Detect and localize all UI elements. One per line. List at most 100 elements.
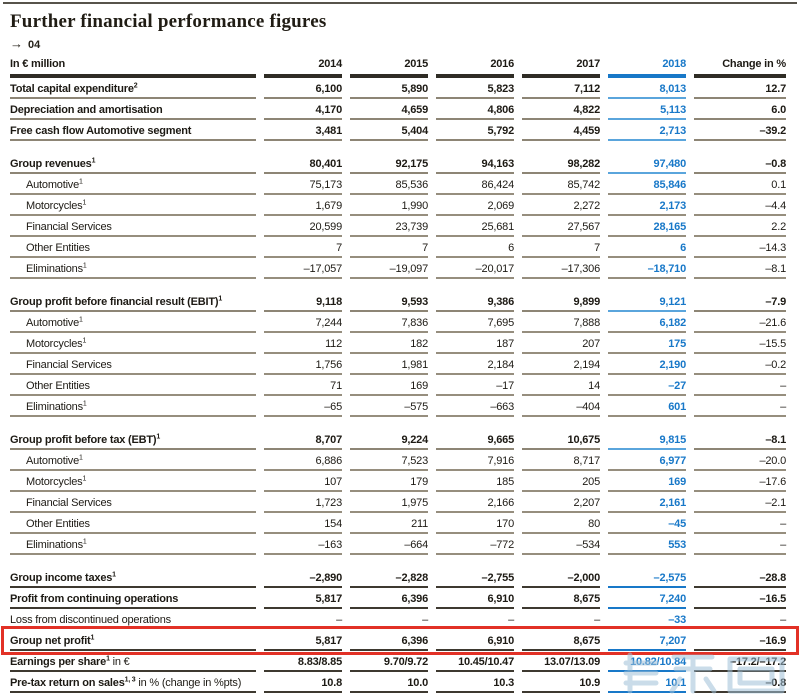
cell-2018: 5,113 bbox=[608, 99, 686, 120]
watermark-logo bbox=[623, 652, 785, 694]
table-row: Financial Services 1,756 1,981 2,184 2,194 2,… bbox=[10, 354, 786, 375]
cell-2018: 85,846 bbox=[608, 174, 686, 195]
cell-value: 4,659 bbox=[350, 99, 428, 120]
table-row: Group net profit1 5,817 6,396 6,910 8,675 7,2… bbox=[10, 630, 786, 651]
row-label: Group revenues1 bbox=[10, 141, 256, 174]
cell-value: –65 bbox=[264, 396, 342, 417]
cell-value: 9,593 bbox=[350, 279, 428, 312]
figure-number: 04 bbox=[28, 39, 41, 51]
cell-value: 7 bbox=[350, 237, 428, 258]
table-row: Automotive1 7,244 7,836 7,695 7,888 6,182 –21.… bbox=[10, 312, 786, 333]
cell-value: 80 bbox=[522, 513, 600, 534]
row-label: Loss from discontinued operations bbox=[10, 614, 171, 626]
top-rule bbox=[3, 2, 797, 4]
cell-value: – bbox=[336, 614, 342, 626]
row-label: Profit from continuing operations bbox=[10, 588, 256, 609]
row-label: Financial Services bbox=[10, 216, 256, 237]
cell-value: 10,675 bbox=[522, 417, 600, 450]
cell-value: 9,118 bbox=[264, 279, 342, 312]
row-label: Other Entities bbox=[10, 513, 256, 534]
cell-2018: 8,013 bbox=[608, 78, 686, 99]
cell-value: –663 bbox=[436, 396, 514, 417]
cell-value: –404 bbox=[522, 396, 600, 417]
cell-2018: 6,977 bbox=[608, 450, 686, 471]
table-row: Financial Services 20,599 23,739 25,681 27,5… bbox=[10, 216, 786, 237]
cell-value: 1,756 bbox=[264, 354, 342, 375]
table-row: Other Entities 71 169 –17 14 –27– bbox=[10, 375, 786, 396]
cell-value: 10.0 bbox=[350, 672, 428, 693]
cell-value: 71 bbox=[264, 375, 342, 396]
table-row: Eliminations1 –65 –575 –663 –404 601– bbox=[10, 396, 786, 417]
row-label: Eliminations1 bbox=[10, 534, 256, 555]
cell-value: 1,981 bbox=[350, 354, 428, 375]
cell-value: –20,017 bbox=[436, 258, 514, 279]
table-row: Group profit before financial result (EB… bbox=[10, 279, 786, 312]
cell-change: – bbox=[694, 375, 786, 396]
cell-value: 2,207 bbox=[522, 492, 600, 513]
cell-value: –17 bbox=[436, 375, 514, 396]
cell-value: –17,057 bbox=[264, 258, 342, 279]
cell-value: 7,695 bbox=[436, 312, 514, 333]
cell-2018: 6,182 bbox=[608, 312, 686, 333]
cell-change: –0.2 bbox=[694, 354, 786, 375]
cell-change: 12.7 bbox=[694, 78, 786, 99]
cell-value: 185 bbox=[436, 471, 514, 492]
cell-value: 6,886 bbox=[264, 450, 342, 471]
cell-2018: 2,161 bbox=[608, 492, 686, 513]
cell-value: 170 bbox=[436, 513, 514, 534]
cell-value: 5,817 bbox=[264, 588, 342, 609]
cell-change: 2.2 bbox=[694, 216, 786, 237]
cell-value: 6,910 bbox=[436, 588, 514, 609]
cell-value: 4,459 bbox=[522, 120, 600, 141]
cell-change: –4.4 bbox=[694, 195, 786, 216]
cell-change: –7.9 bbox=[694, 279, 786, 312]
cell-value: –575 bbox=[350, 396, 428, 417]
cell-2018: –2,575 bbox=[608, 555, 686, 588]
table-row: Other Entities 7 7 6 7 6 –14.3 bbox=[10, 237, 786, 258]
cell-value: 4,822 bbox=[522, 99, 600, 120]
cell-2018: 7,207 bbox=[608, 630, 686, 651]
table-row: Automotive1 75,173 85,536 86,424 85,742 85,84… bbox=[10, 174, 786, 195]
cell-value: 187 bbox=[436, 333, 514, 354]
cell-2018: 2,173 bbox=[608, 195, 686, 216]
cell-2018: 7,240 bbox=[608, 588, 686, 609]
row-label: Depreciation and amortisation bbox=[10, 99, 256, 120]
cell-value: 80,401 bbox=[264, 141, 342, 174]
cell-value: 27,567 bbox=[522, 216, 600, 237]
cell-value: 107 bbox=[264, 471, 342, 492]
cell-change: 0.1 bbox=[694, 174, 786, 195]
cell-value: 2,272 bbox=[522, 195, 600, 216]
cell-value: 211 bbox=[350, 513, 428, 534]
cell-value: 10.8 bbox=[264, 672, 342, 693]
row-label: Earnings per share1 in € bbox=[10, 651, 256, 672]
cell-value: 8,675 bbox=[522, 630, 600, 651]
cell-2018: 169 bbox=[608, 471, 686, 492]
cell-value: 25,681 bbox=[436, 216, 514, 237]
cell-value: 13.07/13.09 bbox=[522, 651, 600, 672]
cell-2018: 175 bbox=[608, 333, 686, 354]
row-label: Automotive1 bbox=[10, 174, 256, 195]
cell-value: 85,536 bbox=[350, 174, 428, 195]
cell-change: –39.2 bbox=[694, 120, 786, 141]
cell-change: –8.1 bbox=[694, 258, 786, 279]
cell-value: 2,184 bbox=[436, 354, 514, 375]
cell-value: –163 bbox=[264, 534, 342, 555]
cell-change: –0.8 bbox=[694, 141, 786, 174]
table-body: Total capital expenditure2 6,100 5,890 5,82… bbox=[10, 78, 786, 693]
row-label: Other Entities bbox=[10, 237, 256, 258]
cell-value: 8.83/8.85 bbox=[264, 651, 342, 672]
cell-value: 207 bbox=[522, 333, 600, 354]
cell-value: –2,828 bbox=[350, 555, 428, 588]
cell-value: 6,396 bbox=[350, 588, 428, 609]
cell-value: 7,244 bbox=[264, 312, 342, 333]
cell-value: 205 bbox=[522, 471, 600, 492]
cell-value: 6,396 bbox=[350, 630, 428, 651]
cell-value: 2,166 bbox=[436, 492, 514, 513]
cell-value: 75,173 bbox=[264, 174, 342, 195]
cell-value: – bbox=[594, 614, 600, 626]
table-row: Group income taxes1 –2,890 –2,828 –2,755 –2,… bbox=[10, 555, 786, 588]
cell-2018: 2,713 bbox=[608, 120, 686, 141]
row-label: Motorcycles1 bbox=[10, 195, 256, 216]
table-header-row: In € million 2014 2015 2016 2017 2018 Ch… bbox=[10, 52, 786, 78]
